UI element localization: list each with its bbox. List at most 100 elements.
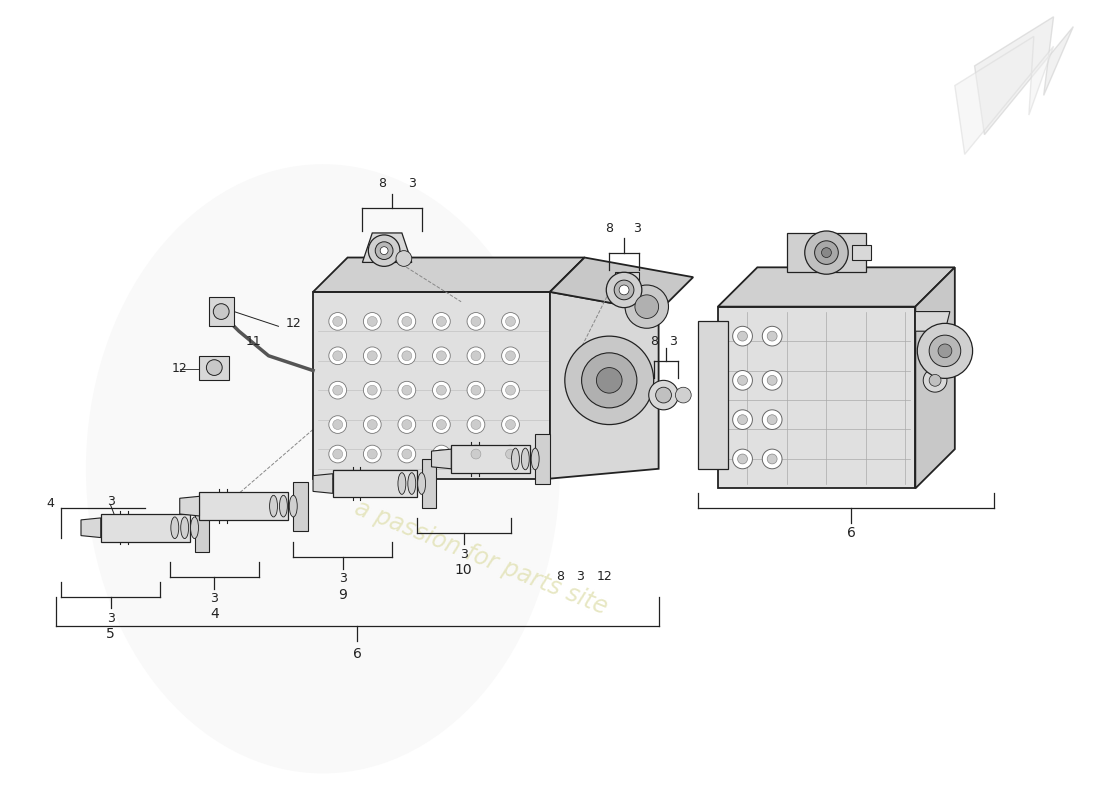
Ellipse shape — [279, 495, 287, 517]
Circle shape — [398, 416, 416, 434]
Circle shape — [733, 449, 752, 469]
Text: 3: 3 — [408, 178, 416, 190]
Circle shape — [762, 326, 782, 346]
Polygon shape — [421, 459, 437, 508]
Circle shape — [471, 420, 481, 430]
Ellipse shape — [521, 448, 529, 470]
Circle shape — [367, 317, 377, 326]
Ellipse shape — [170, 517, 178, 538]
Polygon shape — [199, 492, 288, 520]
Circle shape — [930, 374, 940, 386]
Ellipse shape — [531, 448, 539, 470]
Circle shape — [767, 414, 777, 425]
Circle shape — [363, 382, 382, 399]
Circle shape — [333, 420, 343, 430]
Circle shape — [468, 382, 485, 399]
Circle shape — [635, 295, 659, 318]
Polygon shape — [718, 267, 955, 306]
Circle shape — [625, 285, 669, 328]
Circle shape — [762, 449, 782, 469]
Ellipse shape — [180, 517, 188, 538]
Circle shape — [437, 449, 447, 459]
Circle shape — [329, 347, 346, 365]
Text: 3: 3 — [210, 592, 218, 605]
Circle shape — [402, 449, 411, 459]
Polygon shape — [975, 17, 1074, 134]
Circle shape — [432, 347, 450, 365]
Text: 4: 4 — [46, 497, 54, 510]
Circle shape — [619, 285, 629, 295]
Circle shape — [437, 317, 447, 326]
Circle shape — [402, 420, 411, 430]
Text: 12: 12 — [596, 570, 613, 583]
Polygon shape — [451, 446, 530, 473]
Circle shape — [738, 331, 748, 341]
Polygon shape — [199, 356, 229, 380]
Circle shape — [762, 370, 782, 390]
Ellipse shape — [418, 473, 426, 494]
Circle shape — [363, 347, 382, 365]
Circle shape — [471, 449, 481, 459]
Circle shape — [502, 347, 519, 365]
Circle shape — [333, 317, 343, 326]
Circle shape — [368, 235, 400, 266]
Polygon shape — [431, 449, 451, 469]
Circle shape — [363, 446, 382, 463]
Circle shape — [938, 344, 952, 358]
Circle shape — [375, 242, 393, 259]
Text: 6: 6 — [353, 646, 362, 661]
Circle shape — [398, 382, 416, 399]
Circle shape — [930, 335, 960, 366]
Circle shape — [207, 360, 222, 375]
Circle shape — [363, 416, 382, 434]
Ellipse shape — [408, 473, 416, 494]
Text: 6: 6 — [847, 526, 856, 540]
Circle shape — [398, 446, 416, 463]
Circle shape — [329, 382, 346, 399]
Circle shape — [363, 313, 382, 330]
Polygon shape — [314, 474, 333, 494]
Circle shape — [675, 387, 691, 403]
Circle shape — [432, 382, 450, 399]
Polygon shape — [294, 482, 308, 530]
Text: 3: 3 — [575, 570, 584, 583]
Text: 4: 4 — [210, 607, 219, 622]
Circle shape — [367, 420, 377, 430]
Circle shape — [506, 420, 516, 430]
Text: 3: 3 — [670, 334, 678, 347]
Circle shape — [333, 449, 343, 459]
Text: 8: 8 — [378, 178, 386, 190]
Circle shape — [437, 351, 447, 361]
Circle shape — [502, 416, 519, 434]
Text: 8: 8 — [605, 222, 613, 234]
Circle shape — [398, 313, 416, 330]
Circle shape — [815, 241, 838, 264]
Text: 11: 11 — [246, 334, 262, 347]
Polygon shape — [915, 267, 955, 489]
Circle shape — [502, 446, 519, 463]
Ellipse shape — [86, 164, 560, 774]
Ellipse shape — [190, 517, 198, 538]
Ellipse shape — [289, 495, 297, 517]
Circle shape — [432, 313, 450, 330]
Circle shape — [329, 446, 346, 463]
Circle shape — [333, 386, 343, 395]
Text: a passion for parts site: a passion for parts site — [351, 495, 610, 619]
Polygon shape — [81, 518, 101, 538]
Text: 10: 10 — [454, 563, 472, 577]
Polygon shape — [179, 496, 199, 516]
Text: 3: 3 — [460, 548, 467, 561]
Polygon shape — [314, 258, 584, 292]
Circle shape — [468, 446, 485, 463]
Circle shape — [402, 386, 411, 395]
Circle shape — [733, 410, 752, 430]
Circle shape — [502, 382, 519, 399]
Circle shape — [213, 304, 229, 319]
Circle shape — [471, 317, 481, 326]
Circle shape — [606, 272, 641, 308]
Circle shape — [564, 336, 653, 425]
Circle shape — [333, 351, 343, 361]
Polygon shape — [550, 292, 659, 478]
Circle shape — [767, 375, 777, 386]
Circle shape — [822, 248, 832, 258]
